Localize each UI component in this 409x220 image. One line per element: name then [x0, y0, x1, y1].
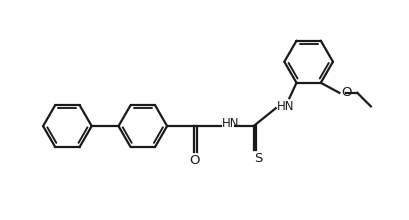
Text: O: O [340, 86, 351, 99]
Text: S: S [253, 152, 261, 165]
Text: HN: HN [221, 117, 239, 130]
Text: O: O [189, 154, 200, 167]
Text: HN: HN [276, 100, 294, 113]
